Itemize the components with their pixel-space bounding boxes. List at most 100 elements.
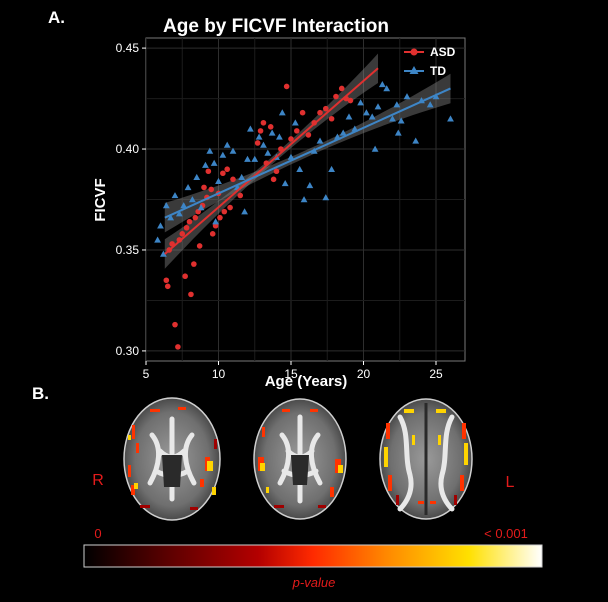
point-td-4	[167, 214, 175, 221]
x-ticks: 5 10 15 20 25	[143, 361, 443, 381]
point-td-55	[432, 93, 440, 100]
y-tick-label-2: 0.40	[116, 142, 140, 156]
legend-asd-label: ASD	[430, 45, 456, 59]
point-td-50	[389, 115, 396, 122]
x-tick-label-4: 25	[429, 367, 443, 381]
legend-td-label: TD	[430, 64, 446, 78]
point-td-8	[184, 183, 192, 191]
y-ticks: 0.30 0.35 0.40 0.45	[116, 41, 146, 358]
point-asd-21	[209, 231, 216, 237]
x-tick-label-0: 5	[143, 367, 150, 381]
point-td-17	[223, 141, 231, 148]
point-asd-28	[227, 204, 233, 211]
point-td-25	[260, 141, 267, 148]
point-td-3	[162, 202, 170, 209]
point-td-29	[276, 133, 283, 140]
point-td-15	[215, 177, 222, 185]
point-td-33	[296, 165, 304, 172]
point-td-0	[154, 236, 161, 243]
panel-b-label: B.	[32, 384, 49, 403]
point-td-41	[339, 129, 347, 136]
point-td-21	[244, 155, 251, 162]
point-asd-43	[317, 109, 323, 116]
scatter-chart: Age by FICVF Interaction 5 10 15 20 25 0.300…	[92, 16, 466, 390]
point-td-13	[206, 147, 214, 154]
point-td-34	[300, 196, 308, 203]
y-tick-label-1: 0.35	[116, 243, 140, 257]
point-td-24	[255, 133, 263, 140]
point-asd-46	[333, 93, 339, 100]
point-td-2	[160, 250, 167, 257]
point-td-11	[197, 204, 205, 211]
point-td-48	[378, 81, 386, 88]
point-td-57	[371, 145, 379, 152]
left-hemisphere-label: L	[506, 474, 515, 491]
scale-max-label: < 0.001	[484, 526, 528, 541]
point-td-58	[394, 129, 402, 136]
point-td-52	[397, 117, 405, 124]
point-asd-47	[338, 85, 345, 92]
point-asd-32	[260, 119, 267, 126]
brain-slice-2	[253, 398, 347, 520]
point-td-14	[210, 159, 218, 166]
point-td-27	[268, 129, 276, 136]
point-asd-34	[267, 124, 274, 130]
brain-panel: R L 0 < 0.001 p-value	[83, 397, 543, 590]
point-td-49	[383, 85, 391, 92]
point-asd-41	[305, 132, 312, 138]
point-asd-0	[163, 277, 170, 284]
point-td-38	[322, 194, 330, 201]
point-td-12	[202, 161, 209, 168]
y-tick-label-0: 0.30	[116, 344, 140, 358]
chart-title: Age by FICVF Interaction	[163, 16, 389, 37]
right-hemisphere-label: R	[92, 472, 104, 489]
point-td-31	[287, 153, 295, 160]
point-asd-25	[220, 170, 226, 177]
fit-line-asd	[164, 67, 379, 255]
point-td-47	[374, 103, 382, 110]
point-td-56	[447, 115, 454, 122]
point-asd-40	[299, 109, 306, 116]
point-td-10	[193, 173, 201, 181]
point-td-53	[403, 93, 411, 100]
legend: ASD TD	[404, 45, 456, 78]
point-td-62	[241, 208, 248, 215]
point-td-51	[393, 101, 401, 108]
y-tick-label-3: 0.45	[116, 41, 140, 55]
brain-slice-3	[379, 398, 473, 520]
point-asd-50	[270, 176, 277, 183]
point-asd-10	[186, 218, 193, 225]
pvalue-colorbar	[83, 544, 543, 568]
point-asd-39	[294, 128, 300, 134]
point-td-30	[281, 179, 289, 187]
point-asd-1	[164, 283, 171, 290]
point-asd-51	[237, 192, 244, 199]
point-asd-27	[224, 166, 230, 173]
point-asd-4	[172, 321, 178, 328]
point-asd-31	[257, 128, 264, 134]
point-asd-11	[188, 291, 194, 298]
point-td-1	[157, 222, 164, 229]
point-asd-7	[179, 231, 186, 237]
point-td-60	[426, 101, 434, 108]
point-td-39	[328, 165, 335, 172]
point-asd-13	[192, 214, 199, 221]
point-asd-26	[221, 208, 228, 215]
grid	[146, 38, 465, 361]
point-asd-8	[182, 273, 188, 280]
point-asd-37	[283, 83, 290, 90]
brain-slice-1	[123, 397, 221, 521]
point-td-26	[264, 149, 272, 156]
point-asd-38	[288, 136, 294, 142]
x-axis-label: Age (Years)	[265, 373, 348, 390]
point-td-45	[363, 109, 370, 116]
point-asd-17	[201, 184, 207, 191]
point-td-9	[189, 196, 196, 203]
x-tick-label-3: 20	[357, 367, 371, 381]
point-asd-45	[328, 115, 335, 122]
point-td-7	[180, 202, 188, 209]
point-td-44	[357, 99, 364, 106]
point-asd-44	[323, 105, 329, 112]
point-asd-15	[196, 243, 203, 249]
point-asd-12	[191, 261, 197, 267]
